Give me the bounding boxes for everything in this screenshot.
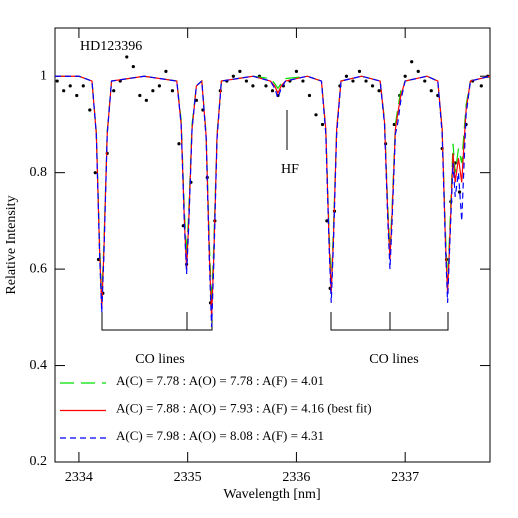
observed-point bbox=[93, 171, 97, 175]
observed-point bbox=[410, 60, 414, 64]
model-line bbox=[55, 75, 490, 328]
observed-point bbox=[231, 74, 235, 78]
observed-point bbox=[151, 89, 155, 93]
star-label: HD123396 bbox=[80, 39, 142, 54]
observed-point bbox=[403, 74, 407, 78]
model-line bbox=[55, 75, 490, 318]
observed-point bbox=[125, 55, 129, 59]
observed-point bbox=[251, 84, 255, 88]
observed-point bbox=[75, 93, 79, 98]
x-tick-label: 2335 bbox=[174, 470, 202, 485]
co-label: CO lines bbox=[135, 352, 184, 367]
observed-point bbox=[264, 84, 268, 88]
observed-point bbox=[301, 79, 305, 83]
observed-point bbox=[423, 79, 427, 83]
observed-point bbox=[164, 69, 168, 73]
observed-point bbox=[112, 89, 116, 93]
observed-point bbox=[81, 84, 85, 88]
observed-point bbox=[377, 89, 381, 93]
observed-point bbox=[364, 79, 368, 83]
observed-point bbox=[457, 190, 462, 194]
legend-text: A(C) = 7.78 : A(O) = 7.78 : A(F) = 4.01 bbox=[116, 373, 324, 388]
observed-point bbox=[370, 84, 375, 88]
y-tick-label: 1 bbox=[40, 68, 47, 83]
observed-point bbox=[68, 84, 72, 88]
x-tick-label: 2337 bbox=[391, 470, 419, 485]
co-label: CO lines bbox=[369, 352, 418, 367]
y-axis-label: Relative Intensity bbox=[4, 195, 19, 294]
observed-point bbox=[157, 84, 161, 88]
observed-point bbox=[416, 69, 420, 73]
legend-text: A(C) = 7.88 : A(O) = 7.93 : A(F) = 4.16 … bbox=[116, 400, 372, 415]
observed-point bbox=[55, 79, 59, 83]
x-tick-label: 2334 bbox=[65, 470, 93, 485]
observed-point bbox=[357, 69, 362, 73]
observed-point bbox=[131, 64, 135, 69]
plot-frame bbox=[54, 27, 491, 463]
observed-point bbox=[170, 89, 175, 93]
observed-point bbox=[320, 122, 325, 127]
y-tick-label: 0.8 bbox=[30, 165, 48, 180]
y-tick-label: 0.4 bbox=[30, 358, 48, 373]
co-bracket bbox=[101, 312, 213, 331]
hf-label: HF bbox=[281, 162, 299, 177]
model-line bbox=[55, 75, 490, 303]
y-tick-label: 0.6 bbox=[30, 261, 48, 276]
observed-point bbox=[244, 79, 248, 83]
observed-point bbox=[429, 89, 433, 93]
observed-point bbox=[238, 69, 242, 73]
observed-point bbox=[344, 74, 349, 78]
observed-point bbox=[270, 89, 275, 93]
y-tick-label: 0.2 bbox=[30, 454, 48, 469]
observed-point bbox=[138, 93, 142, 98]
observed-point bbox=[62, 89, 66, 93]
co-bracket bbox=[330, 312, 449, 331]
observed-point bbox=[177, 142, 181, 146]
observed-point bbox=[294, 69, 299, 73]
observed-point bbox=[88, 108, 92, 112]
observed-point bbox=[479, 84, 483, 88]
observed-point bbox=[325, 219, 329, 223]
observed-point bbox=[351, 79, 355, 83]
observed-point bbox=[314, 113, 318, 117]
x-tick-label: 2336 bbox=[282, 470, 310, 485]
observed-point bbox=[144, 98, 148, 102]
legend-text: A(C) = 7.98 : A(O) = 8.08 : A(F) = 4.31 bbox=[116, 428, 324, 443]
observed-point bbox=[307, 93, 312, 98]
x-axis-label: Wavelength [nm] bbox=[223, 487, 320, 502]
